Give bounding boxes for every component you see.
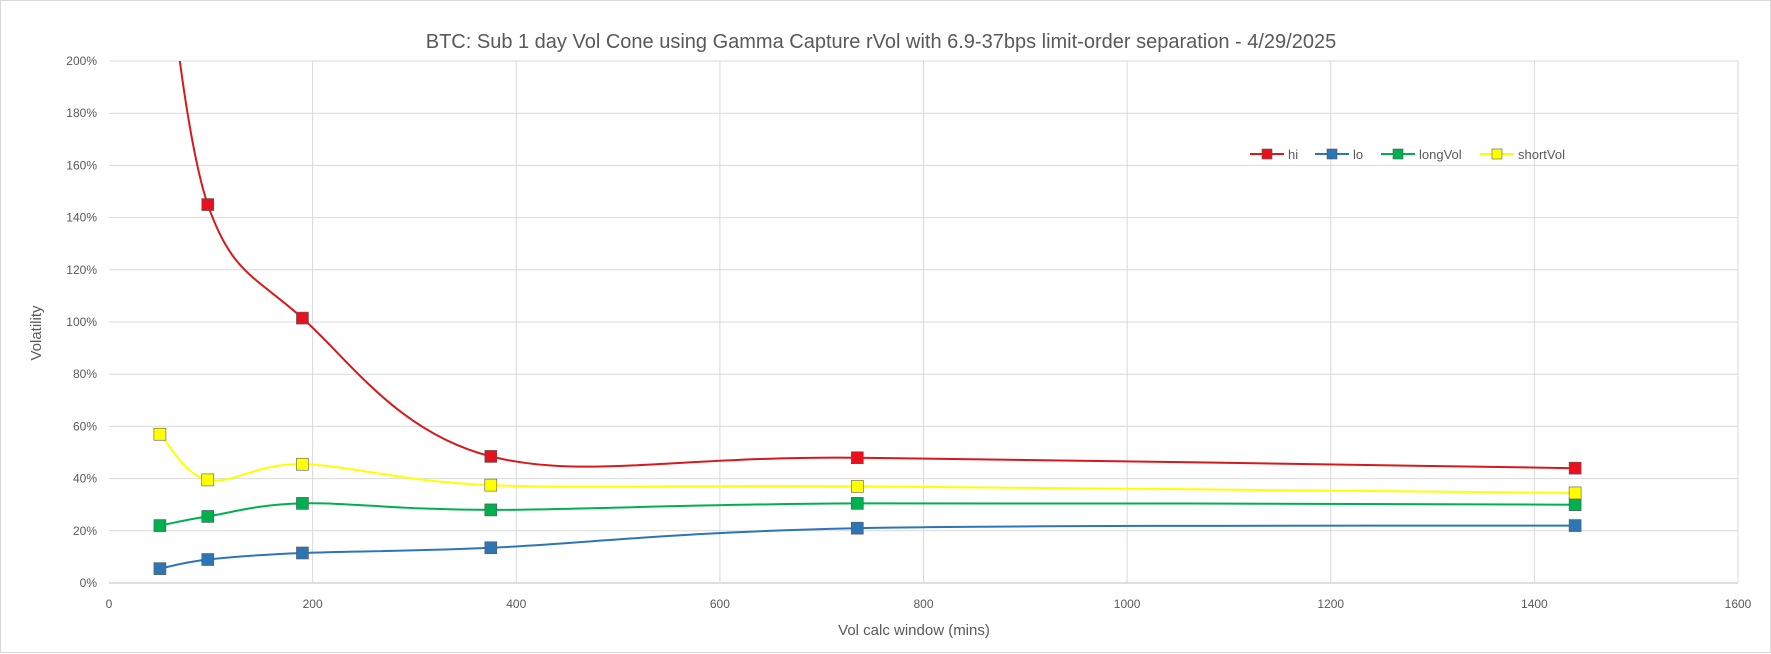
- legend-label: hi: [1288, 147, 1298, 162]
- y-tick-label: 60%: [73, 419, 97, 433]
- legend-item-longVol: longVol: [1381, 147, 1462, 162]
- legend: hi lo longVol shortVol: [1250, 147, 1565, 162]
- legend-item-shortVol: shortVol: [1480, 147, 1565, 162]
- y-tick-label: 160%: [66, 158, 97, 172]
- data-point-longVol: [851, 497, 864, 510]
- legend-item-lo: lo: [1315, 147, 1363, 162]
- legend-marker: [1392, 148, 1404, 160]
- data-point-hi: [1568, 461, 1582, 475]
- x-tick-label: 600: [710, 597, 730, 611]
- data-point-shortVol: [296, 457, 309, 471]
- y-axis-title: Volatility: [28, 305, 45, 361]
- legend-marker: [1491, 148, 1503, 160]
- x-tick-label: 1600: [1725, 597, 1752, 611]
- data-point-longVol: [296, 497, 309, 510]
- data-point-lo: [201, 553, 215, 566]
- legend-label: longVol: [1419, 147, 1462, 162]
- chart-title: BTC: Sub 1 day Vol Cone using Gamma Capt…: [426, 31, 1336, 53]
- data-point-longVol: [1568, 498, 1582, 512]
- y-tick-label: 20%: [73, 524, 97, 538]
- series-line-shortVol: [159, 433, 1576, 494]
- series-lines: [159, 61, 1576, 570]
- data-point-hi: [296, 311, 309, 325]
- x-axis-title: Vol calc window (mins): [838, 622, 990, 639]
- data-point-lo: [484, 541, 498, 555]
- y-tick-label: 100%: [66, 315, 97, 329]
- x-tick-label: 200: [303, 597, 323, 611]
- series-line-hi: [178, 61, 1576, 470]
- y-tick-label: 40%: [73, 472, 97, 486]
- y-tick-label: 0%: [80, 576, 98, 590]
- y-tick-label: 140%: [66, 211, 97, 225]
- series-markers: [153, 198, 1582, 575]
- data-point-lo: [153, 562, 167, 575]
- data-point-lo: [1568, 519, 1582, 532]
- data-point-shortVol: [201, 473, 215, 487]
- y-tick-label: 120%: [66, 263, 97, 277]
- x-tick-label: 400: [506, 597, 526, 611]
- series-line-lo: [159, 524, 1576, 570]
- x-tick-label: 800: [913, 597, 933, 611]
- data-point-lo: [851, 521, 864, 535]
- data-point-shortVol: [851, 480, 864, 493]
- data-point-longVol: [201, 510, 215, 523]
- data-point-longVol: [484, 503, 498, 517]
- data-point-shortVol: [1568, 486, 1582, 500]
- legend-marker: [1261, 148, 1273, 160]
- legend-marker: [1326, 148, 1338, 160]
- data-point-shortVol: [153, 427, 167, 441]
- legend-label: shortVol: [1518, 147, 1565, 162]
- data-point-hi: [851, 451, 864, 465]
- x-tick-label: 1000: [1114, 597, 1141, 611]
- data-point-shortVol: [484, 478, 498, 492]
- axes: 0% 20% 40% 60% 80% 100% 120% 140% 160% 180% 200% 0 2…: [66, 54, 1751, 611]
- data-point-hi: [201, 198, 215, 211]
- x-tick-label: 1400: [1521, 597, 1548, 611]
- data-point-longVol: [153, 519, 167, 532]
- data-point-lo: [296, 546, 309, 560]
- series-line-longVol: [159, 502, 1576, 527]
- y-tick-label: 80%: [73, 367, 97, 381]
- y-tick-label: 200%: [66, 54, 97, 68]
- gridlines: [109, 60, 1739, 584]
- x-tick-label: 1200: [1317, 597, 1344, 611]
- data-point-hi: [484, 450, 498, 463]
- y-tick-label: 180%: [66, 106, 97, 120]
- legend-item-hi: hi: [1250, 147, 1298, 162]
- x-tick-label: 0: [106, 597, 113, 611]
- legend-label: lo: [1353, 147, 1363, 162]
